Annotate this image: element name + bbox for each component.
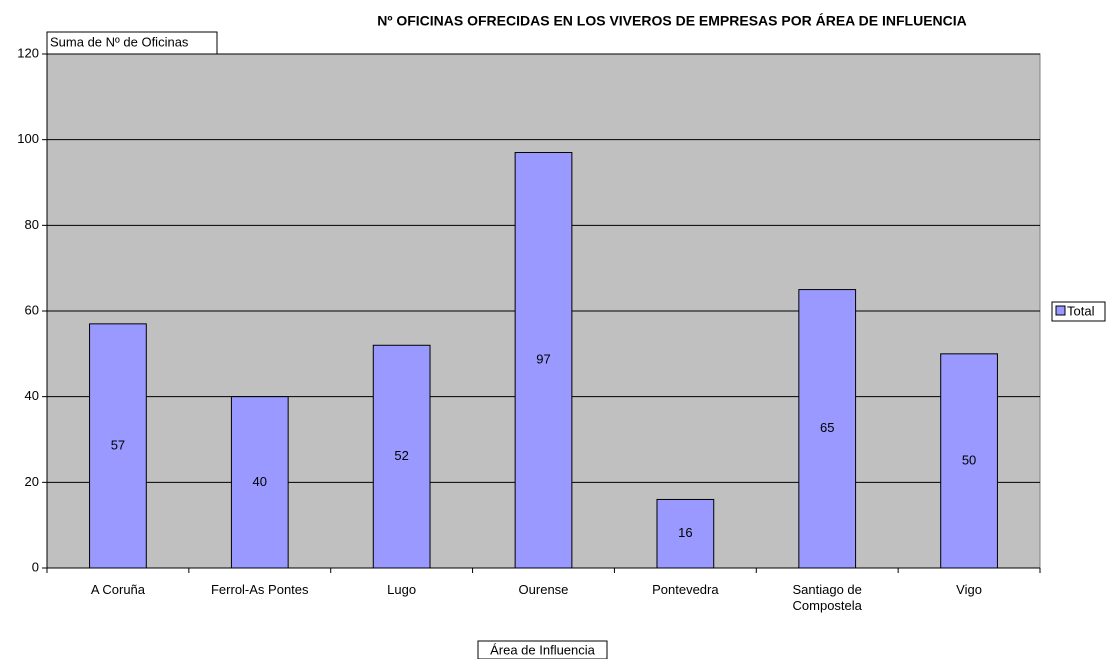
value-label: 52 (394, 448, 408, 463)
y-tick-label: 20 (25, 474, 39, 489)
value-label: 65 (820, 420, 834, 435)
x-axis-label: Área de Influencia (490, 642, 596, 657)
label-frame (477, 640, 608, 659)
y-tick-label: 120 (17, 45, 39, 60)
legend-label: Total (1067, 303, 1095, 318)
label-frame (46, 31, 218, 55)
x-tick-label: Ourense (518, 582, 569, 597)
y-tick-label: 100 (17, 131, 39, 146)
value-label: 50 (962, 452, 976, 467)
x-tick-label: Vigo (956, 582, 982, 597)
x-tick-label: Pontevedra (652, 582, 719, 597)
bar (89, 323, 147, 569)
bar (798, 289, 857, 569)
y-axis-label-box: Suma de Nº de Oficinas (46, 31, 218, 55)
legend-swatch (1055, 305, 1066, 316)
x-axis-label-box: Área de Influencia (477, 640, 608, 659)
value-label: 16 (678, 525, 692, 540)
chart-title: Nº OFICINAS OFRECIDAS EN LOS VIVEROS DE … (377, 13, 967, 29)
y-axis-label: Suma de Nº de Oficinas (50, 34, 189, 49)
y-tick-label: 60 (25, 302, 39, 317)
legend: Total (1051, 301, 1106, 322)
value-label: 97 (536, 352, 550, 367)
bar (656, 498, 715, 569)
bar (940, 353, 998, 569)
bar (230, 396, 289, 569)
bar (514, 152, 573, 569)
x-tick-label: A Coruña (90, 582, 146, 597)
x-tick-label: Ferrol-As Pontes (210, 582, 309, 597)
y-tick-label: 80 (25, 217, 39, 232)
x-tick-label: Lugo (387, 582, 417, 597)
value-label: 57 (111, 437, 125, 452)
y-tick-label: 0 (32, 559, 39, 574)
y-tick-label: 40 (25, 388, 39, 403)
bar (372, 344, 431, 569)
x-tick-label: Santiago de Compostela (792, 582, 862, 613)
value-label: 40 (253, 474, 267, 489)
